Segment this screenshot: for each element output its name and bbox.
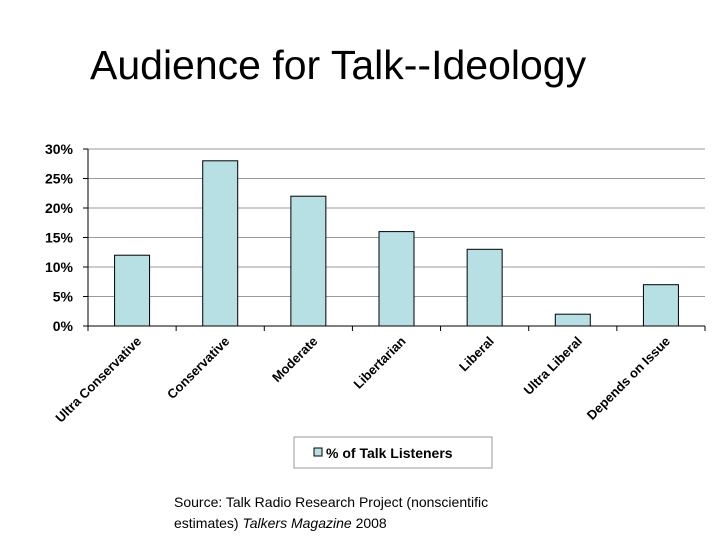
x-tick-label: Ultra Conservative [52, 334, 144, 426]
x-tick-label: Depends on Issue [584, 334, 673, 423]
legend-box [293, 436, 493, 469]
x-tick-label: Conservative [164, 334, 232, 402]
x-tick-label: Liberal [456, 334, 497, 375]
bar [114, 254, 151, 327]
y-tick-label: 0% [53, 318, 74, 334]
y-tick-label: 20% [45, 200, 74, 216]
source-note: Source: Talk Radio Research Project (non… [174, 492, 488, 534]
y-tick-label: 15% [45, 230, 74, 246]
x-tick-label: Ultra Liberal [521, 334, 585, 398]
bar [378, 231, 415, 327]
y-tick-label: 30% [45, 141, 74, 157]
source-year: 2008 [351, 515, 387, 531]
slide-title: Audience for Talk--Ideology [90, 42, 587, 88]
x-tick-label: Libertarian [351, 333, 409, 391]
bar [290, 195, 327, 327]
bar [202, 160, 239, 327]
bar [466, 248, 503, 327]
bar [642, 284, 679, 327]
y-tick-label: 10% [45, 259, 74, 275]
source-line-1: Source: Talk Radio Research Project (non… [174, 494, 489, 510]
y-tick-label: 5% [53, 289, 74, 305]
source-line-2-prefix: estimates) [174, 515, 243, 531]
legend-swatch [313, 447, 323, 457]
source-publication: Talkers Magazine [242, 515, 352, 531]
bar [554, 313, 591, 327]
x-tick-label: Moderate [269, 334, 320, 385]
legend-label: % of Talk Listeners [326, 445, 453, 461]
bar-chart: 0% 5% 10% 15% 20% 25% 30% Ultra Conservative Con… [45, 141, 706, 469]
y-tick-label: 25% [45, 171, 74, 187]
